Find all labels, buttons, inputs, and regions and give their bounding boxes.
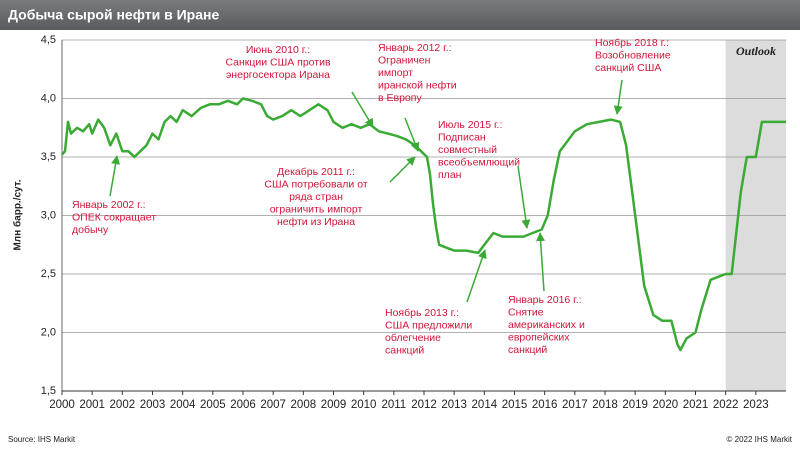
x-tick-label: 2020	[653, 399, 679, 411]
annotation-text: энергосектора Ирана	[226, 69, 330, 81]
annotation-text: Санкции США против	[225, 56, 331, 68]
x-tick-label: 2002	[110, 399, 136, 411]
x-tick-label: 2015	[502, 399, 528, 411]
x-tick-label: 2014	[472, 399, 498, 411]
x-tick-label: 2005	[200, 399, 226, 411]
annotation-text: Снятие	[508, 306, 544, 318]
annotation-text: Январь 2002 г.:	[72, 199, 146, 211]
y-tick-label: 3,5	[41, 151, 56, 163]
annotation-text: Возобновление	[595, 49, 671, 61]
annotation-text: Декабрь 2011 г.:	[277, 166, 355, 178]
annotation-text: план	[438, 169, 462, 181]
annotation-text: Июнь 2010 г.:	[246, 44, 310, 56]
x-tick-label: 2022	[713, 399, 739, 411]
chart-title: Добыча сырой нефти в Иране	[8, 7, 219, 23]
annotation-text: облегчение	[385, 332, 441, 344]
x-tick-label: 2012	[411, 399, 437, 411]
annotation-text: санкций	[385, 344, 424, 356]
y-tick-label: 4,0	[41, 92, 56, 104]
annotation-arrow	[109, 155, 121, 197]
annotation-text: нефти из Ирана	[277, 216, 355, 228]
annotation-text: всеобъемлющий	[438, 156, 520, 168]
x-tick-label: 2007	[260, 399, 286, 411]
annotation-text: Январь 2012 г.:	[378, 42, 452, 54]
annotation-text: добычу	[72, 224, 109, 236]
x-tick-label: 2000	[49, 399, 75, 411]
annotation-text: США предложили	[385, 319, 472, 331]
annotation-text: США потребовали от	[264, 178, 367, 190]
annotation-arrow	[517, 165, 531, 229]
annotation-arrow	[536, 232, 546, 292]
x-tick-label: 2001	[79, 399, 105, 411]
x-tick-label: 2018	[592, 399, 618, 411]
annotation-text: ряда стран	[289, 191, 343, 203]
y-tick-label: 3,0	[41, 209, 56, 221]
y-tick-label: 2,5	[41, 268, 56, 280]
annotation-text: европейских	[508, 331, 570, 343]
annotation-arrow	[613, 79, 623, 115]
y-axis-label: Млн барр./сут.	[12, 179, 24, 250]
x-tick-label: 2021	[683, 399, 709, 411]
annotation-text: иранской нефти	[378, 79, 457, 91]
x-tick-label: 2006	[230, 399, 256, 411]
annotation-text: Ноябрь 2018 г.:	[595, 37, 669, 49]
annotation-arrow	[351, 91, 374, 128]
annotation-text: Подписан	[438, 131, 486, 143]
annotation-text: санкций США	[595, 62, 661, 74]
x-tick-label: 2023	[743, 399, 769, 411]
annotation-text: в Европу	[378, 92, 422, 104]
annotation-text: санкций	[508, 344, 547, 356]
x-tick-label: 2016	[532, 399, 558, 411]
x-tick-label: 2008	[291, 399, 317, 411]
x-tick-label: 2003	[140, 399, 166, 411]
annotation-arrow	[404, 117, 420, 152]
x-tick-label: 2010	[351, 399, 377, 411]
y-tick-label: 1,5	[41, 385, 56, 397]
annotation-text: импорт	[378, 67, 413, 79]
x-tick-label: 2009	[321, 399, 347, 411]
annotation-text: американских и	[508, 319, 585, 331]
title-bar	[0, 0, 800, 30]
y-tick-label: 2,0	[41, 326, 56, 338]
annotation-text: Ноябрь 2013 г.:	[385, 307, 459, 319]
source: Source: IHS Markit	[8, 435, 76, 444]
outlook-label: Outlook	[736, 44, 776, 58]
y-tick-label: 4,5	[41, 34, 56, 46]
annotation-text: ОПЕК сокращает	[72, 211, 156, 223]
x-tick-label: 2019	[622, 399, 648, 411]
copyright: © 2022 IHS Markit	[727, 435, 793, 444]
x-tick-label: 2013	[441, 399, 467, 411]
x-tick-label: 2011	[381, 399, 406, 411]
annotation-text: Ограничен	[378, 54, 431, 66]
annotation-text: Июль 2015 г.:	[438, 119, 502, 131]
annotation-text: Январь 2016 г.:	[508, 294, 582, 306]
x-tick-label: 2017	[562, 399, 588, 411]
annotation-text: совместный	[438, 144, 497, 156]
x-tick-label: 2004	[170, 399, 196, 411]
data-line	[61, 97, 786, 352]
annotation-arrow	[466, 249, 487, 303]
annotation-text: ограничить импорт	[270, 203, 363, 215]
annotation-arrow	[389, 156, 416, 183]
